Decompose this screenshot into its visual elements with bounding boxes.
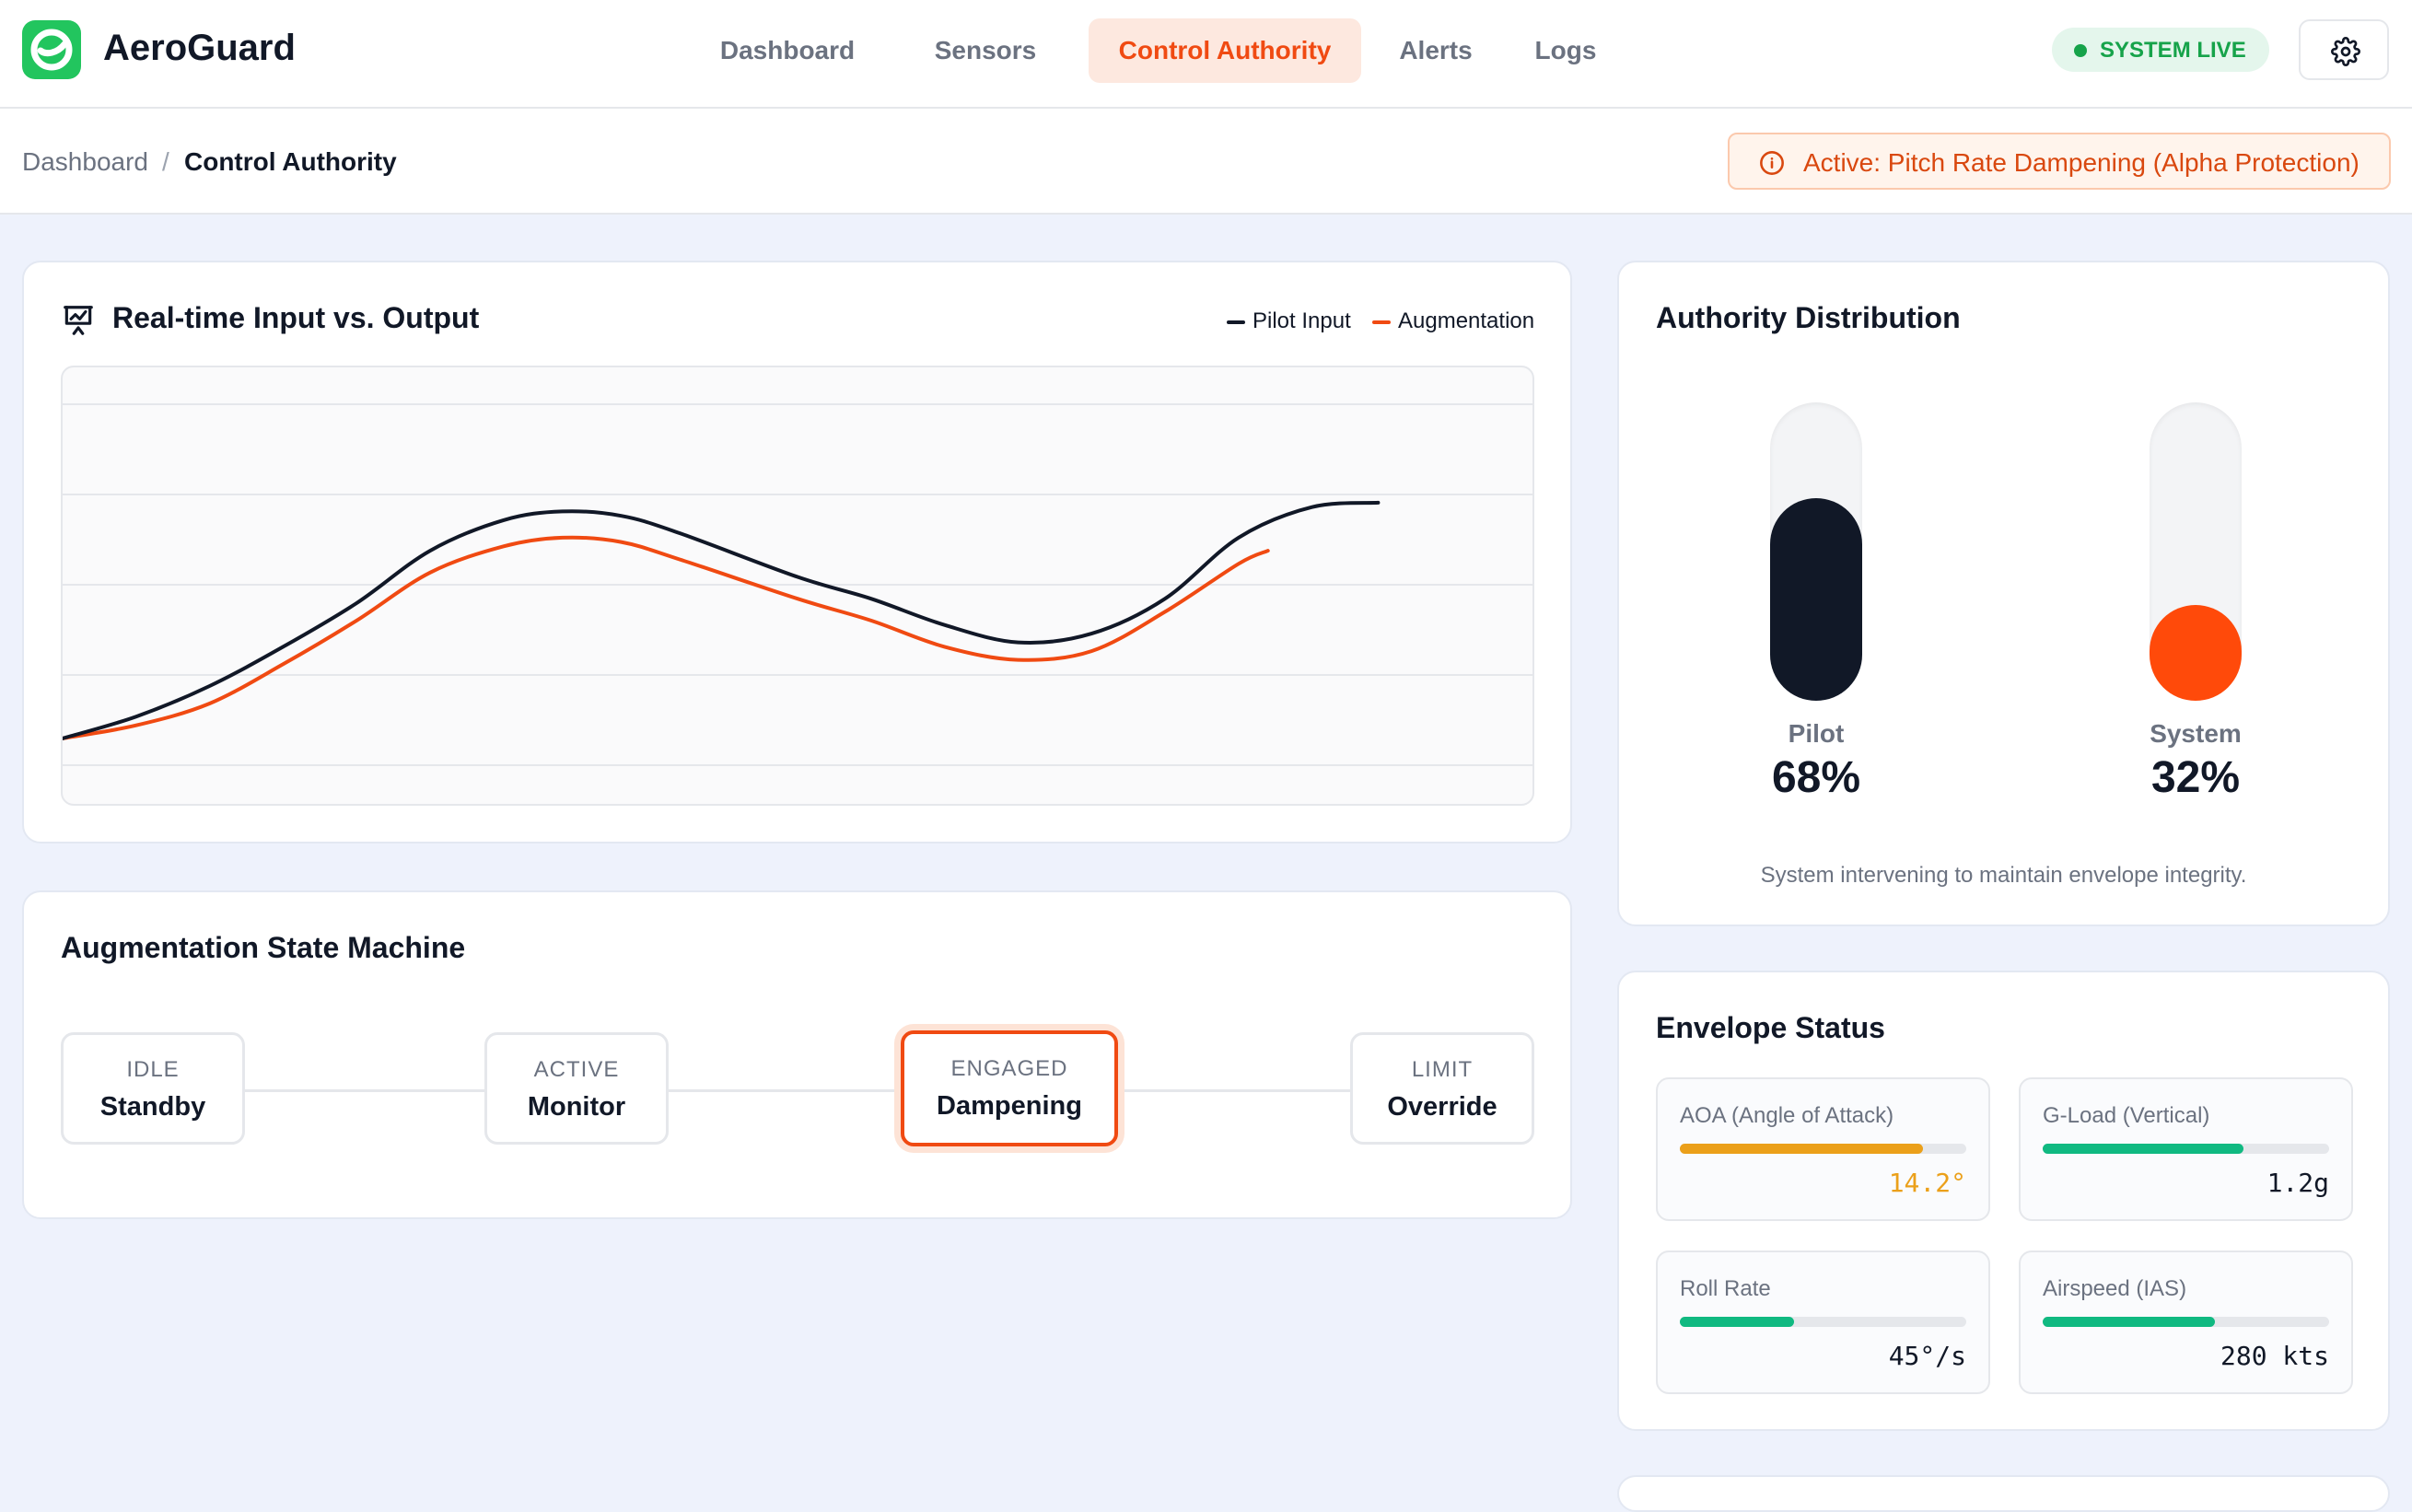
pilot-gauge-fill (1770, 498, 1862, 701)
gear-icon (2331, 37, 2360, 66)
metric-g-load-value: 1.2g (2266, 1168, 2329, 1198)
system-authority-gauge (2150, 402, 2242, 701)
metric-aoa-value: 14.2° (1888, 1168, 1966, 1198)
system-label: System (2150, 719, 2242, 748)
nav-sensors[interactable]: Sensors (934, 36, 1037, 64)
legend-label-augmentation: Augmentation (1398, 308, 1535, 333)
authority-title: Authority Distribution (1656, 301, 1961, 334)
nav-dashboard[interactable]: Dashboard (719, 36, 856, 64)
state-limit-name: Override (1387, 1092, 1497, 1122)
authority-note: System intervening to maintain envelope … (1760, 863, 2247, 888)
line-chart (63, 403, 1532, 766)
active-mode-text: Active: Pitch Rate Dampening (Alpha Prot… (1803, 148, 2360, 177)
nav-logs[interactable]: Logs (1534, 36, 1597, 64)
info-icon (1760, 151, 1784, 175)
metric-airspeed: Airspeed (IAS) 280 kts (2019, 1250, 2353, 1394)
breadcrumb-current: Control Authority (184, 147, 397, 176)
metric-airspeed-fill (2043, 1317, 2215, 1327)
metric-airspeed-label: Airspeed (IAS) (2043, 1276, 2187, 1301)
presentation-chart-icon (64, 306, 93, 335)
series-line-pilot-input (63, 500, 1381, 740)
metric-roll-rate-fill (1680, 1317, 1795, 1327)
chart-plot-area (61, 366, 1534, 806)
nav-control-authority[interactable]: Control Authority (1089, 18, 1361, 83)
state-idle-name: Standby (99, 1092, 206, 1122)
metric-airspeed-bar (2043, 1317, 2329, 1327)
metric-aoa-bar (1680, 1144, 1966, 1154)
pilot-value: 68% (1771, 753, 1861, 802)
active-mode-banner: Active: Pitch Rate Dampening (Alpha Prot… (1728, 133, 2391, 190)
metric-g-load-label: G-Load (Vertical) (2043, 1103, 2210, 1128)
breadcrumb-separator: / (162, 147, 169, 176)
metric-roll-rate-value: 45°/s (1888, 1341, 1966, 1371)
system-status-label: SYSTEM LIVE (2100, 38, 2246, 63)
metric-aoa: AOA (Angle of Attack) 14.2° (1656, 1077, 1990, 1221)
logo-icon[interactable] (22, 20, 81, 79)
legend-swatch-augmentation (1372, 320, 1391, 324)
system-gauge-fill (2150, 605, 2242, 701)
state-active[interactable]: ACTIVE Monitor (484, 1032, 669, 1145)
system-value: 32% (2150, 753, 2241, 802)
state-engaged-tag: ENGAGED (950, 1056, 1068, 1081)
legend-label-pilot: Pilot Input (1253, 308, 1351, 333)
state-connector-line (153, 1089, 1442, 1092)
metric-airspeed-value: 280 kts (2220, 1341, 2329, 1371)
pilot-authority-gauge (1770, 402, 1862, 701)
state-limit-tag: LIMIT (1411, 1057, 1474, 1082)
metric-roll-rate-bar (1680, 1317, 1966, 1327)
metric-aoa-label: AOA (Angle of Attack) (1680, 1103, 1894, 1128)
breadcrumb-bar: Dashboard / Control Authority Active: Pi… (0, 109, 2412, 215)
settings-button[interactable] (2299, 19, 2389, 80)
state-active-name: Monitor (527, 1092, 626, 1122)
brand-name: AeroGuard (103, 28, 296, 68)
envelope-title: Envelope Status (1656, 1011, 1885, 1044)
metric-roll-rate-label: Roll Rate (1680, 1276, 1771, 1301)
state-idle-tag: IDLE (126, 1057, 180, 1082)
metric-g-load: G-Load (Vertical) 1.2g (2019, 1077, 2353, 1221)
metric-g-load-bar (2043, 1144, 2329, 1154)
input-output-chart-card: Real-time Input vs. Output Pilot Input A… (22, 261, 1572, 843)
state-engaged[interactable]: ENGAGED Dampening (901, 1030, 1118, 1146)
state-idle[interactable]: IDLE Standby (61, 1032, 245, 1145)
state-machine-title: Augmentation State Machine (61, 931, 466, 964)
next-card-peek (1617, 1475, 2390, 1512)
metric-g-load-fill (2043, 1144, 2243, 1154)
envelope-status-card: Envelope Status AOA (Angle of Attack) 14… (1617, 971, 2390, 1431)
chart-title: Real-time Input vs. Output (112, 301, 480, 334)
metric-roll-rate: Roll Rate 45°/s (1656, 1250, 1990, 1394)
nav-alerts[interactable]: Alerts (1399, 36, 1473, 64)
top-header: AeroGuard Dashboard Sensors Control Auth… (0, 0, 2412, 109)
state-machine-card: Augmentation State Machine IDLE Standby … (22, 890, 1572, 1219)
state-active-tag: ACTIVE (533, 1057, 620, 1082)
pilot-label: Pilot (1788, 719, 1845, 748)
authority-distribution-card: Authority Distribution Pilot 68% System … (1617, 261, 2390, 926)
breadcrumb-root-link[interactable]: Dashboard (22, 147, 148, 176)
status-dot-icon (2074, 44, 2087, 57)
metric-aoa-fill (1680, 1144, 1924, 1154)
series-line-augmentation (63, 535, 1270, 740)
state-limit[interactable]: LIMIT Override (1350, 1032, 1534, 1145)
legend-swatch-pilot (1227, 320, 1245, 324)
state-engaged-name: Dampening (937, 1091, 1082, 1121)
system-status-badge: SYSTEM LIVE (2052, 28, 2269, 72)
